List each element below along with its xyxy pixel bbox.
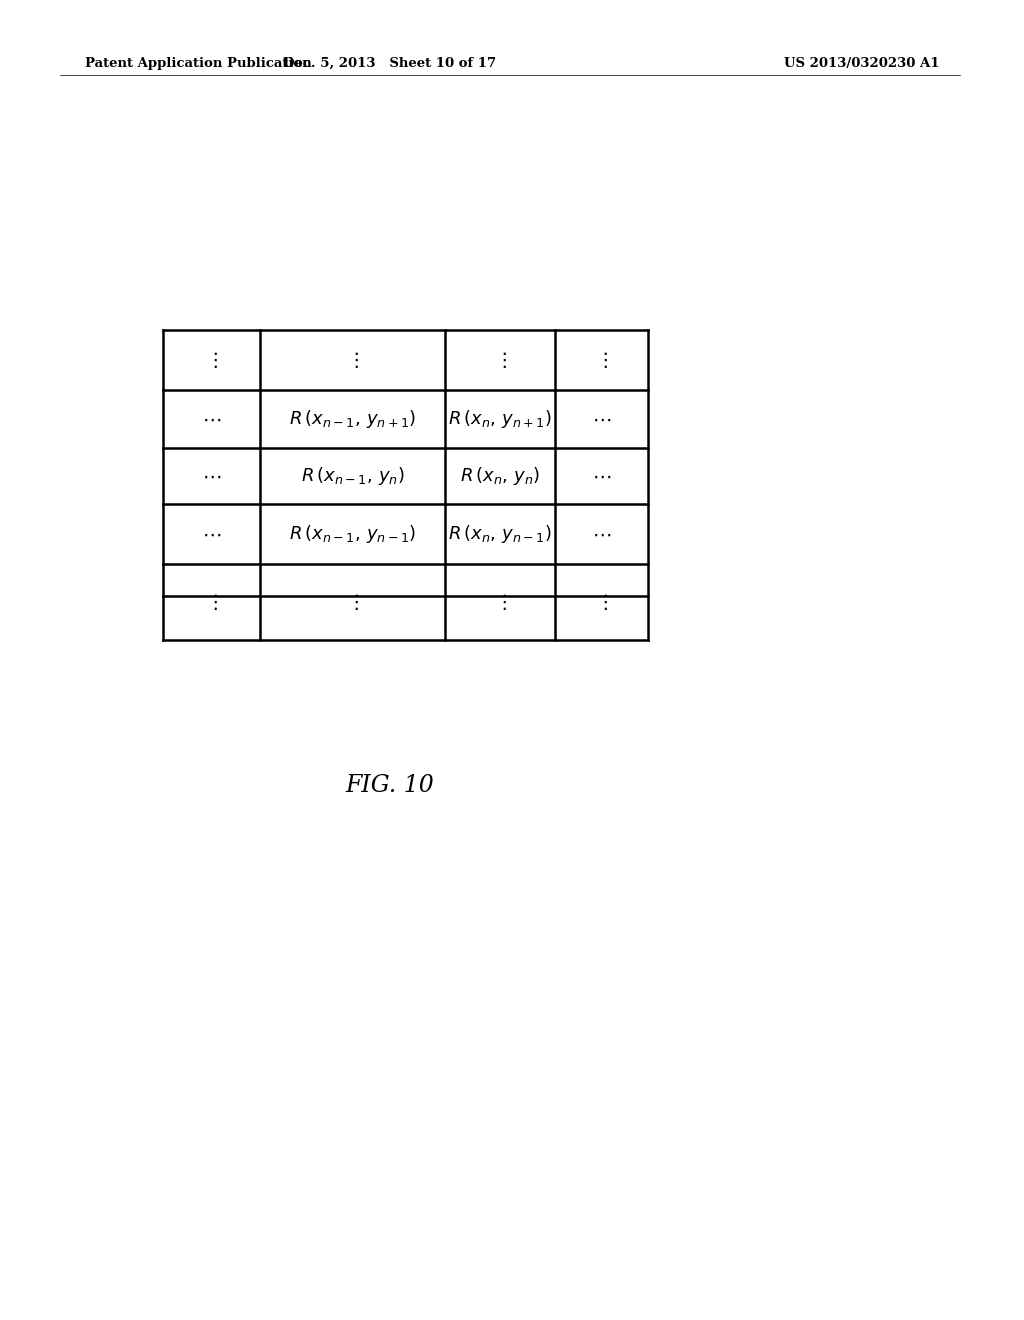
Text: $\vdots$: $\vdots$ <box>346 350 358 370</box>
Text: $\cdots$: $\cdots$ <box>202 524 221 544</box>
Text: $\cdots$: $\cdots$ <box>592 466 611 486</box>
Text: FIG. 10: FIG. 10 <box>346 774 434 796</box>
Text: $R\,(x_n,\,y_n)$: $R\,(x_n,\,y_n)$ <box>460 465 541 487</box>
Text: $R\,(x_{n-1},\,y_{n-1})$: $R\,(x_{n-1},\,y_{n-1})$ <box>289 523 416 545</box>
Text: $R\,(x_n,\,y_{n+1})$: $R\,(x_n,\,y_{n+1})$ <box>449 408 552 430</box>
Text: $\vdots$: $\vdots$ <box>595 350 608 370</box>
Text: $\cdots$: $\cdots$ <box>592 524 611 544</box>
Text: Dec. 5, 2013   Sheet 10 of 17: Dec. 5, 2013 Sheet 10 of 17 <box>284 57 497 70</box>
Text: $\vdots$: $\vdots$ <box>595 591 608 612</box>
Text: $\cdots$: $\cdots$ <box>202 409 221 429</box>
Text: $\vdots$: $\vdots$ <box>205 350 218 370</box>
Text: $\vdots$: $\vdots$ <box>494 350 507 370</box>
Text: $R\,(x_n,\,y_{n-1})$: $R\,(x_n,\,y_{n-1})$ <box>449 523 552 545</box>
Text: $\cdots$: $\cdots$ <box>202 466 221 486</box>
Text: $\vdots$: $\vdots$ <box>205 591 218 612</box>
Text: $\vdots$: $\vdots$ <box>494 591 507 612</box>
Text: US 2013/0320230 A1: US 2013/0320230 A1 <box>784 57 940 70</box>
Text: Patent Application Publication: Patent Application Publication <box>85 57 311 70</box>
Text: $\cdots$: $\cdots$ <box>592 409 611 429</box>
Text: $R\,(x_{n-1},\,y_n)$: $R\,(x_{n-1},\,y_n)$ <box>301 465 404 487</box>
Text: $R\,(x_{n-1},\,y_{n+1})$: $R\,(x_{n-1},\,y_{n+1})$ <box>289 408 416 430</box>
Text: $\vdots$: $\vdots$ <box>346 591 358 612</box>
